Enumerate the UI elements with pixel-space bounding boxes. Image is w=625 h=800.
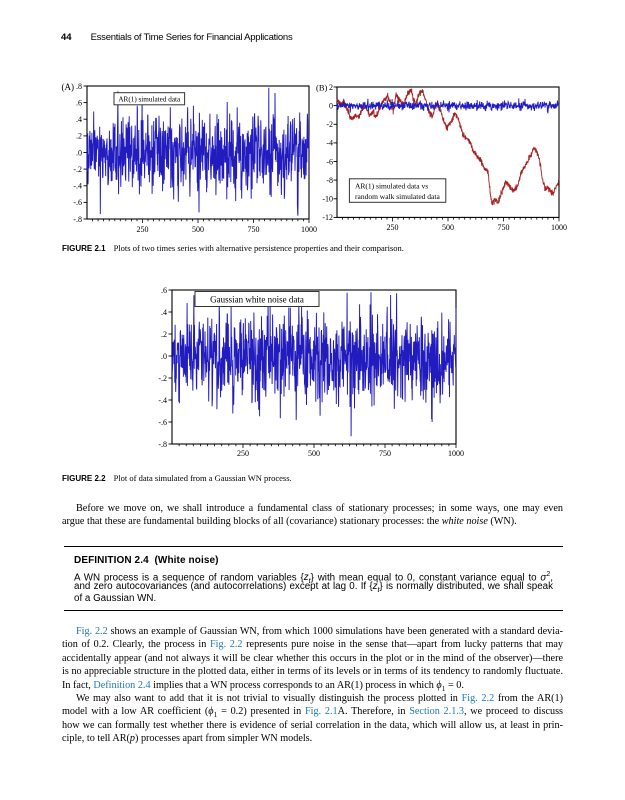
svg-text:-.4: -.4 xyxy=(73,182,82,191)
svg-text:250: 250 xyxy=(387,223,399,232)
svg-text:.4: .4 xyxy=(76,115,82,124)
svg-text:500: 500 xyxy=(192,225,204,234)
svg-text:-.8: -.8 xyxy=(73,215,82,224)
svg-text:-10: -10 xyxy=(322,195,333,204)
svg-text:-.6: -.6 xyxy=(158,418,167,427)
svg-text:-12: -12 xyxy=(322,213,333,222)
svg-text:.0: .0 xyxy=(161,352,167,361)
svg-text:.0: .0 xyxy=(76,148,82,157)
svg-text:-.4: -.4 xyxy=(158,396,167,405)
svg-text:0: 0 xyxy=(329,101,333,110)
svg-text:500: 500 xyxy=(308,449,320,458)
svg-text:.2: .2 xyxy=(76,132,82,141)
svg-text:2: 2 xyxy=(329,83,333,92)
svg-text:750: 750 xyxy=(379,449,391,458)
svg-text:-.6: -.6 xyxy=(73,198,82,207)
svg-text:750: 750 xyxy=(498,223,510,232)
svg-text:-.2: -.2 xyxy=(73,165,82,174)
svg-text:.6: .6 xyxy=(76,98,82,107)
svg-text:(B): (B) xyxy=(316,83,328,93)
svg-text:-6: -6 xyxy=(326,157,333,166)
svg-text:.2: .2 xyxy=(161,330,167,339)
svg-text:1000: 1000 xyxy=(551,223,567,232)
svg-text:-.8: -.8 xyxy=(158,440,167,449)
svg-text:1000: 1000 xyxy=(448,449,464,458)
svg-text:1000: 1000 xyxy=(301,225,317,234)
svg-text:250: 250 xyxy=(137,225,149,234)
svg-text:.4: .4 xyxy=(161,308,167,317)
svg-text:random walk simulated data: random walk simulated data xyxy=(355,192,440,201)
svg-text:.8: .8 xyxy=(76,82,82,91)
svg-text:(A): (A) xyxy=(62,82,75,92)
svg-text:-2: -2 xyxy=(326,120,333,129)
svg-text:AR(1) simulated data: AR(1) simulated data xyxy=(118,95,181,103)
svg-text:500: 500 xyxy=(442,223,454,232)
svg-text:Gaussian white noise data: Gaussian white noise data xyxy=(210,295,304,305)
svg-text:-4: -4 xyxy=(326,139,333,148)
svg-text:250: 250 xyxy=(237,449,249,458)
svg-text:.6: .6 xyxy=(161,286,167,295)
svg-text:-.2: -.2 xyxy=(158,374,167,383)
svg-text:750: 750 xyxy=(248,225,260,234)
svg-text:-8: -8 xyxy=(326,176,333,185)
svg-text:AR(1) simulated data vs: AR(1) simulated data vs xyxy=(355,182,428,191)
